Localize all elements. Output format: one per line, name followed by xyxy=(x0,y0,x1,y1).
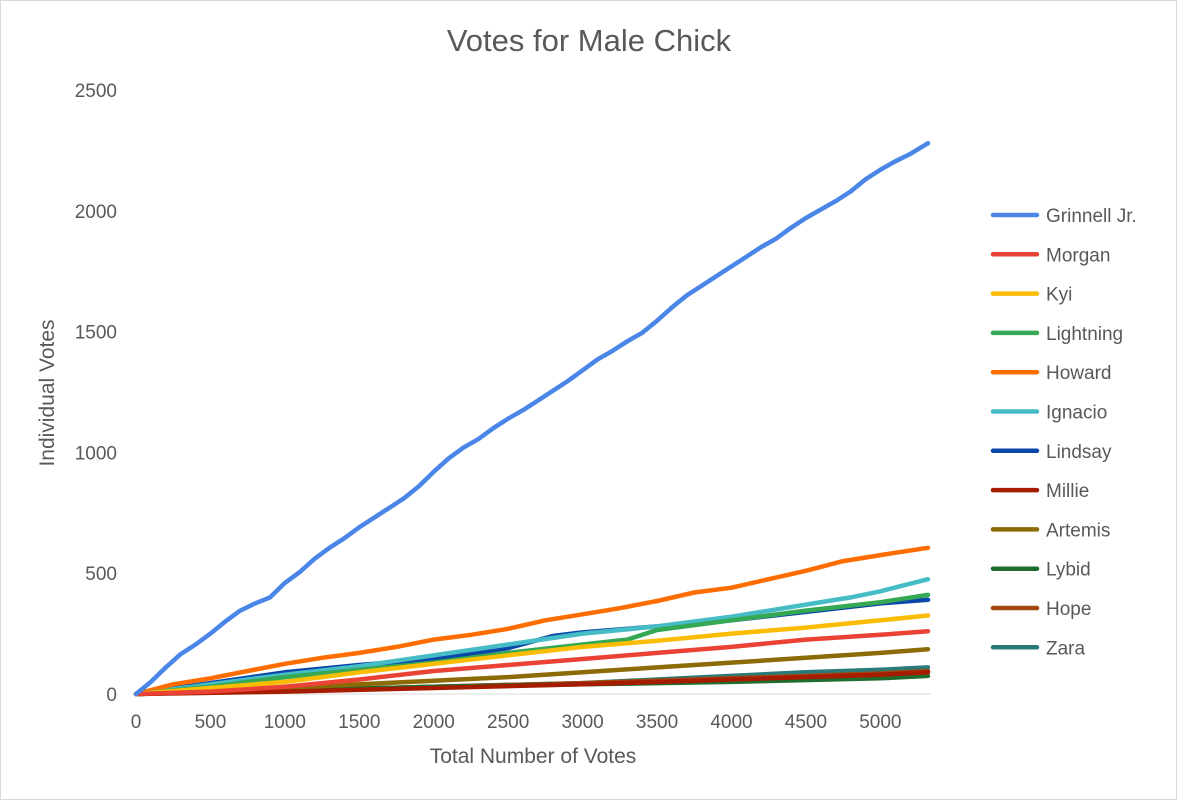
y-axis-title: Individual Votes xyxy=(36,319,59,466)
legend-label-artemis: Artemis xyxy=(1046,520,1110,541)
series-line-kyi xyxy=(133,613,931,697)
x-tick-label: 5000 xyxy=(859,712,901,733)
legend-label-lybid: Lybid xyxy=(1046,560,1091,581)
x-tick-label: 1500 xyxy=(338,712,380,733)
x-tick-label: 2500 xyxy=(487,712,529,733)
y-tick-label: 2500 xyxy=(75,81,117,102)
x-tick-label: 4500 xyxy=(785,712,827,733)
legend-label-grinnell-jr: Grinnell Jr. xyxy=(1046,206,1137,227)
x-tick-label: 2000 xyxy=(413,712,455,733)
x-tick-label: 3500 xyxy=(636,712,678,733)
y-tick-label: 2000 xyxy=(75,202,117,223)
legend-label-lindsay: Lindsay xyxy=(1046,442,1112,463)
legend-label-ignacio: Ignacio xyxy=(1046,403,1107,424)
legend-label-zara: Zara xyxy=(1046,638,1086,659)
y-tick-label: 500 xyxy=(85,564,117,585)
legend-label-kyi: Kyi xyxy=(1046,285,1072,306)
x-tick-label: 0 xyxy=(131,712,142,733)
x-tick-labels: 0 500 1000 1500 2000 2500 3000 3500 4000 4500 5000 xyxy=(131,712,902,733)
series-line-lightning xyxy=(133,592,931,697)
y-tick-label: 0 xyxy=(106,685,117,706)
x-axis-title: Total Number of Votes xyxy=(430,745,637,768)
chart-title: Votes for Male Chick xyxy=(447,23,732,58)
series-line-ignacio xyxy=(133,576,931,697)
x-tick-label: 3000 xyxy=(561,712,603,733)
y-tick-labels: 0 500 1000 1500 2000 2500 xyxy=(75,81,117,706)
series-line-grinnell-jr xyxy=(133,140,931,697)
legend-label-howard: Howard xyxy=(1046,363,1111,384)
x-tick-label: 500 xyxy=(195,712,227,733)
legend-label-lightning: Lightning xyxy=(1046,324,1123,345)
series-lines xyxy=(133,140,931,697)
series-line-millie xyxy=(133,670,931,697)
series-line-howard xyxy=(133,545,931,697)
legend: Grinnell Jr. Morgan Kyi Lightning Howard Igna… xyxy=(990,206,1137,659)
x-tick-label: 1000 xyxy=(264,712,306,733)
legend-label-morgan: Morgan xyxy=(1046,245,1110,266)
legend-label-hope: Hope xyxy=(1046,599,1091,620)
y-tick-label: 1000 xyxy=(75,443,117,464)
y-tick-label: 1500 xyxy=(75,323,117,344)
series-line-morgan xyxy=(133,628,931,697)
legend-label-millie: Millie xyxy=(1046,481,1089,502)
x-tick-label: 4000 xyxy=(710,712,752,733)
